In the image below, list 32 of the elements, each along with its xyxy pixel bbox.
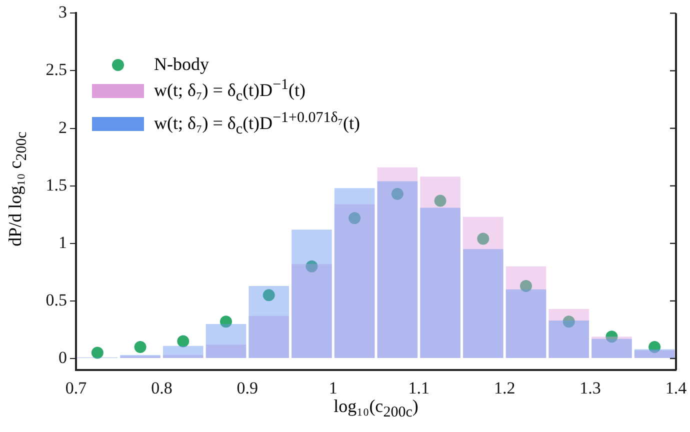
- point: [520, 280, 532, 292]
- y-tick-label: 3: [58, 2, 67, 22]
- y-tick-label: 0.5: [46, 290, 67, 310]
- x-tick-label: 1: [328, 378, 338, 398]
- point: [91, 346, 104, 359]
- point: [220, 316, 232, 328]
- point: [134, 340, 146, 353]
- x-tick-label: 1.1: [408, 378, 430, 398]
- x-axis-title: log₁₀(c$_{200c}$): [332, 396, 420, 422]
- y-tick-label: 1.5: [46, 175, 67, 194]
- point: [262, 289, 275, 302]
- y-tick-label: 2.5: [46, 60, 67, 80]
- point: [306, 260, 318, 272]
- y-tick-label: 2: [58, 118, 67, 137]
- legend-label: w(t; δ₇) = δ$_{c}$(t)D$^{−1+0.071δ₇}$(t): [154, 108, 360, 140]
- point: [434, 194, 446, 207]
- y-tick-label: 0: [58, 348, 67, 367]
- x-tick-label: 1.4: [665, 378, 688, 398]
- x-tick-label: 0.8: [151, 378, 172, 398]
- point: [177, 335, 190, 348]
- legend-label: w(t; δ₇) = δ$_{c}$(t)D$^{−1}$(t): [154, 76, 306, 107]
- point: [477, 232, 490, 245]
- y-tick-label: 1: [58, 232, 67, 252]
- x-tick-label: 1.2: [494, 378, 516, 398]
- point: [391, 188, 404, 200]
- legend-label: N-body: [154, 54, 209, 75]
- point: [606, 330, 618, 343]
- x-tick-label: 0.7: [65, 378, 88, 398]
- point: [348, 212, 361, 224]
- x-tick-label: 0.9: [236, 378, 258, 398]
- point: [562, 316, 575, 328]
- x-tick-label: 1.3: [580, 378, 601, 398]
